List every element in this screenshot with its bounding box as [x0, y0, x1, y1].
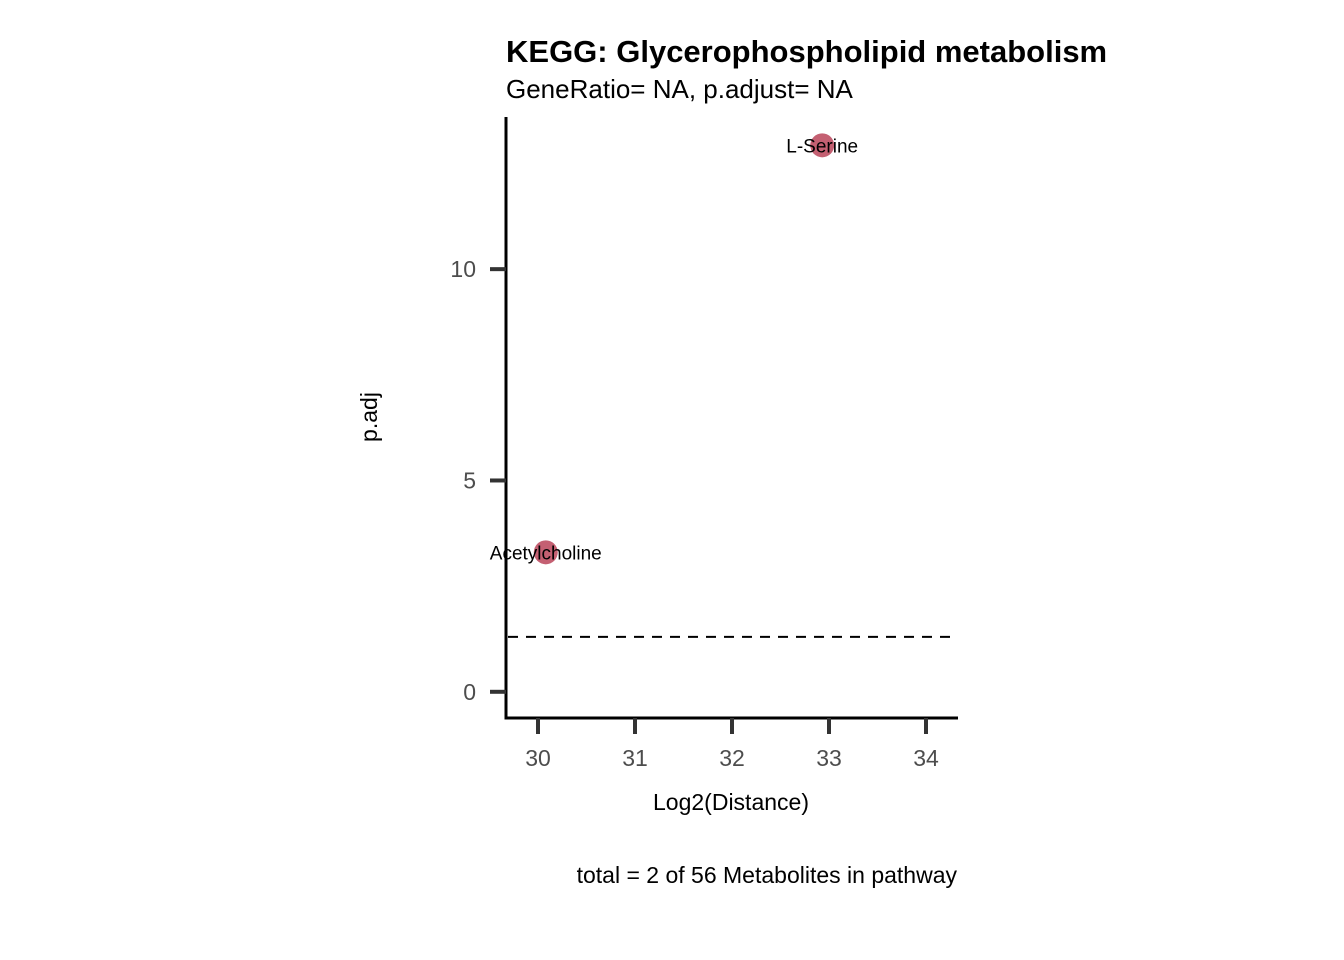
- y-axis-title: p.adj: [356, 392, 382, 442]
- x-tick-label: 34: [913, 745, 939, 771]
- x-tick-label: 31: [622, 745, 648, 771]
- chart-subtitle: GeneRatio= NA, p.adjust= NA: [506, 74, 854, 104]
- chart-title: KEGG: Glycerophospholipid metabolism: [506, 34, 1107, 69]
- x-axis-title: Log2(Distance): [653, 789, 809, 815]
- x-tick-label: 32: [719, 745, 745, 771]
- data-points: L-Serine Acetylcholine: [490, 133, 858, 565]
- data-point-label: Acetylcholine: [490, 543, 602, 564]
- data-point: [810, 133, 835, 158]
- data-point-label: L-Serine: [786, 136, 858, 157]
- x-tick-label: 30: [525, 745, 551, 771]
- y-tick-label: 10: [450, 256, 476, 282]
- chart-caption: total = 2 of 56 Metabolites in pathway: [577, 862, 958, 888]
- x-axis: 30 31 32 33 34: [504, 716, 958, 771]
- y-tick-label: 5: [463, 467, 476, 493]
- y-axis: 0 5 10: [450, 117, 508, 720]
- y-tick-label: 0: [463, 679, 476, 705]
- data-point: [533, 540, 558, 565]
- x-tick-label: 33: [816, 745, 842, 771]
